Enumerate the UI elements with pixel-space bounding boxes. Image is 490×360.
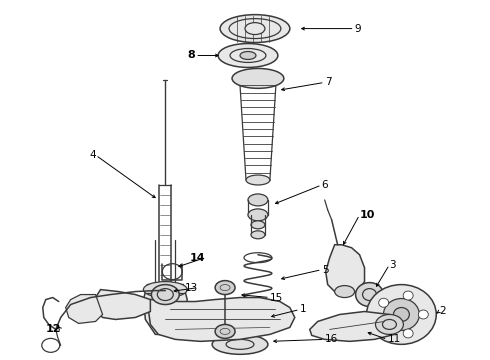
Ellipse shape [379, 322, 389, 331]
Ellipse shape [212, 334, 268, 354]
Ellipse shape [403, 291, 413, 300]
Text: 1: 1 [300, 305, 306, 315]
Ellipse shape [144, 282, 187, 298]
Ellipse shape [248, 194, 268, 206]
Ellipse shape [218, 44, 278, 67]
Polygon shape [148, 298, 295, 341]
Text: 5: 5 [322, 265, 328, 275]
Ellipse shape [232, 68, 284, 88]
Text: 6: 6 [322, 180, 328, 190]
Ellipse shape [356, 283, 384, 306]
Text: 16: 16 [325, 334, 338, 345]
Text: 3: 3 [390, 260, 396, 270]
Text: 7: 7 [325, 77, 331, 87]
Text: 9: 9 [355, 24, 361, 33]
Polygon shape [326, 245, 365, 294]
Polygon shape [144, 285, 187, 334]
Ellipse shape [240, 51, 256, 59]
Polygon shape [310, 311, 399, 341]
Polygon shape [66, 294, 102, 323]
Polygon shape [96, 289, 150, 319]
Ellipse shape [403, 329, 413, 338]
Ellipse shape [335, 285, 355, 298]
Ellipse shape [151, 285, 179, 305]
Ellipse shape [246, 175, 270, 185]
Text: 14: 14 [190, 253, 205, 263]
Ellipse shape [215, 280, 235, 294]
Ellipse shape [379, 298, 389, 307]
Ellipse shape [418, 310, 428, 319]
Text: 11: 11 [388, 334, 401, 345]
Ellipse shape [375, 315, 403, 334]
Ellipse shape [251, 231, 265, 239]
Ellipse shape [248, 209, 268, 221]
Ellipse shape [367, 285, 436, 345]
Text: 12: 12 [45, 324, 61, 334]
Ellipse shape [384, 298, 419, 330]
Text: 4: 4 [89, 150, 96, 160]
Ellipse shape [245, 23, 265, 35]
Text: 13: 13 [185, 283, 198, 293]
Text: 2: 2 [439, 306, 446, 316]
Ellipse shape [251, 221, 265, 229]
Ellipse shape [215, 324, 235, 338]
Ellipse shape [393, 307, 409, 321]
Text: 15: 15 [270, 293, 283, 302]
Text: 10: 10 [360, 210, 375, 220]
Text: 8: 8 [188, 50, 195, 60]
Ellipse shape [220, 15, 290, 42]
